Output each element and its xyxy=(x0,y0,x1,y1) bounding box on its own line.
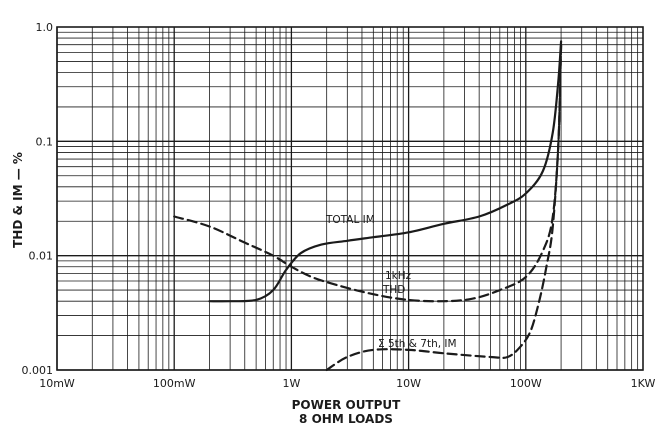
x-tick-label: 100mW xyxy=(153,377,196,390)
x-tick-label: 10mW xyxy=(39,377,75,390)
y-tick-label: 0.1 xyxy=(36,135,54,148)
x-axis-label-line1: POWER OUTPUT xyxy=(292,398,402,412)
annotation-1khz: 1kHz xyxy=(385,270,412,282)
y-axis-label: THD & IM — % xyxy=(11,152,25,248)
x-axis-label-line2: 8 OHM LOADS xyxy=(299,412,393,426)
data-curves xyxy=(173,40,563,372)
series-sum-5th-7th-im xyxy=(325,43,563,372)
y-tick-label: 0.001 xyxy=(22,364,54,377)
x-tick-label: 1W xyxy=(282,377,300,390)
grid xyxy=(56,27,643,371)
x-tick-label: 10W xyxy=(396,377,421,390)
y-tick-label: 1.0 xyxy=(36,21,54,34)
x-tick-labels: 10mW 100mW 1W 10W 100W 1KW xyxy=(39,377,655,390)
plot-border xyxy=(56,26,644,371)
annotation-sum-5th-7th-im: Σ 5th & 7th, IM xyxy=(378,338,457,350)
series-total-im xyxy=(208,40,563,303)
annotation-total-im: TOTAL IM xyxy=(325,214,375,226)
x-tick-label: 1KW xyxy=(631,377,656,390)
x-tick-label: 100W xyxy=(510,377,542,390)
plot-frame xyxy=(56,26,644,371)
y-tick-label: 0.01 xyxy=(29,250,54,263)
annotation-thd: THD xyxy=(382,284,405,296)
y-tick-labels: 0.001 0.01 0.1 1.0 xyxy=(22,21,54,377)
series-1khz-thd xyxy=(173,43,563,303)
